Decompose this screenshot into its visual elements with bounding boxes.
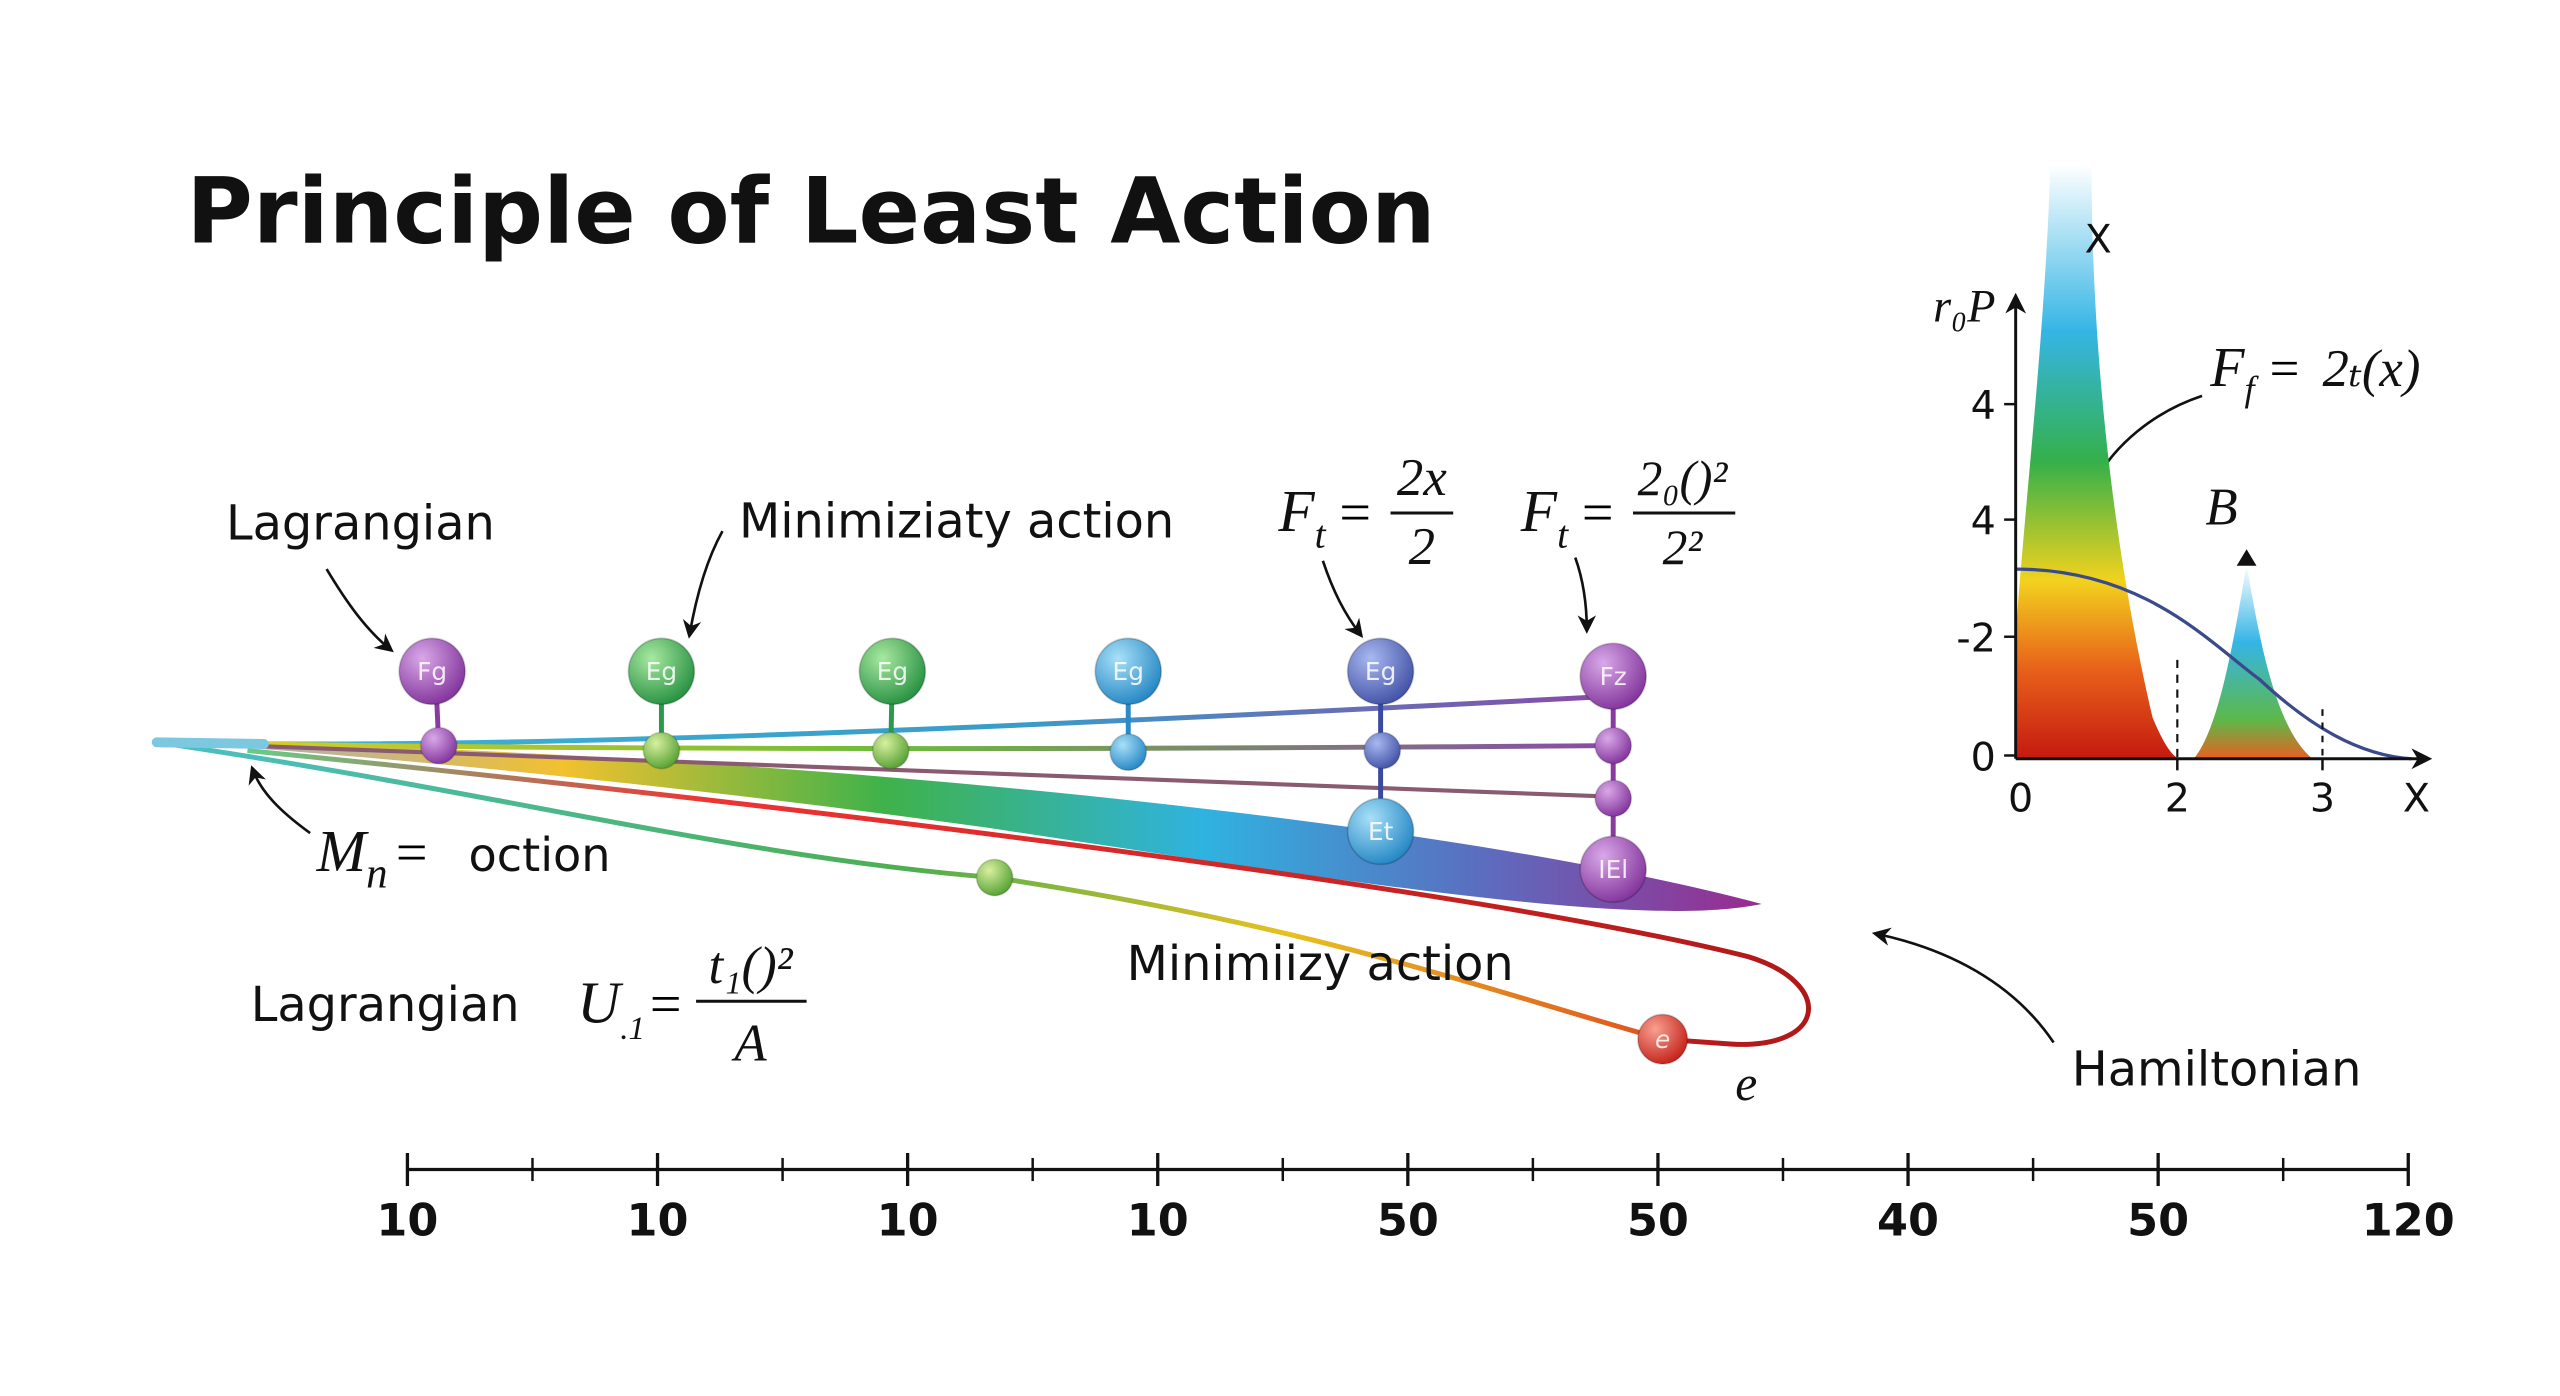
- small-node: [1363, 731, 1402, 770]
- y-tick-label: 4: [1971, 383, 1996, 429]
- formula-den: 2²: [1663, 520, 1704, 575]
- x-tick-label: X: [2403, 776, 2430, 822]
- axis-tick-label: 40: [1877, 1194, 1939, 1246]
- formula-num: t₁()²: [709, 937, 794, 995]
- x-tick-label: 3: [2310, 776, 2335, 822]
- formula-rhs: 2ₜ(x): [2322, 340, 2420, 398]
- node: [858, 637, 927, 706]
- node: [1579, 642, 1648, 711]
- y-tick-label: -2: [1956, 616, 1995, 662]
- axis: 10 10 10 10 50 50 40 50 120: [376, 1153, 2455, 1246]
- node: [1579, 835, 1648, 904]
- small-node: [975, 858, 1014, 897]
- ribbon: [164, 742, 1762, 911]
- axis-tick-label: 10: [376, 1194, 438, 1246]
- node-label: Eg: [1365, 657, 1396, 686]
- y-tick-label: 4: [1971, 498, 1996, 544]
- label: Hamiltonian: [2072, 1042, 2362, 1097]
- formula: Ft = 2x 2: [1277, 449, 1454, 576]
- label: Lagrangian: [226, 496, 495, 551]
- arrow: [248, 765, 311, 835]
- formula-eq: =: [1339, 482, 1371, 544]
- node-label: Fz: [1600, 662, 1627, 691]
- node-label: Eg: [877, 657, 908, 686]
- inset-top-label: X: [2085, 216, 2112, 262]
- formula-num: 2₀()²: [1638, 451, 1729, 506]
- small-node: [419, 726, 458, 765]
- formula-symbol: U.1: [577, 970, 645, 1047]
- formula: Mn = oction: [316, 818, 611, 897]
- formula-symbol: Ff: [2209, 337, 2259, 409]
- arrow: [682, 530, 724, 639]
- formula: U.1 = t₁()² A: [577, 937, 807, 1073]
- node: [1346, 637, 1415, 706]
- distribution-peak: [2193, 564, 2313, 759]
- arrow: [1321, 560, 1364, 639]
- formula-symbol: Ft: [1277, 478, 1326, 556]
- node-label: Eg: [646, 657, 677, 686]
- distribution-spike: [2015, 164, 2181, 759]
- node-label: Fg: [417, 657, 447, 686]
- node: [627, 637, 696, 706]
- nodes: Fg Eg Eg Eg Eg Fz Et IEl e: [398, 637, 1689, 1065]
- axis-tick-label: 10: [877, 1194, 939, 1246]
- x-tick-label: 2: [2165, 776, 2190, 822]
- label: Minimiziaty action: [739, 495, 1174, 550]
- path-start: [151, 737, 269, 749]
- small-node: [642, 731, 681, 770]
- label: Minimiizy action: [1127, 937, 1514, 992]
- path-line: [156, 740, 1614, 799]
- node: [1637, 1013, 1689, 1065]
- axis-tick-label: 10: [627, 1194, 689, 1246]
- action-paths: [151, 693, 1811, 1047]
- axis-tick-label: 120: [2362, 1194, 2455, 1246]
- inset-plot: X r₀P Ff = 2ₜ(x) B 4 4 -2 00 2 3 X: [1933, 164, 2433, 822]
- formula: Ft = 2₀()² 2²: [1520, 451, 1736, 575]
- formula-eq: =: [650, 974, 682, 1036]
- arrow: [1574, 557, 1597, 634]
- node: [1346, 797, 1415, 866]
- axis-tick-label: 10: [1127, 1194, 1189, 1246]
- arrow: [1871, 927, 2055, 1044]
- node: [398, 637, 466, 706]
- axis-tick-label: 50: [1377, 1194, 1439, 1246]
- formula-den: A: [731, 1015, 767, 1073]
- node-label: Et: [1368, 817, 1394, 846]
- axis-tick-label: 50: [2127, 1194, 2189, 1246]
- formula-eq: =: [2270, 340, 2300, 398]
- formula-eq: =: [1582, 482, 1614, 544]
- inset-formula: Ff = 2ₜ(x): [2209, 337, 2420, 409]
- formula-num: 2x: [1397, 449, 1447, 507]
- formula-eq: =: [396, 822, 428, 884]
- path-line: [247, 748, 1811, 1047]
- peak-marker: [2236, 549, 2257, 566]
- formula-den: 2: [1409, 518, 1435, 576]
- peak-label: B: [2205, 479, 2237, 537]
- node-label: e: [1655, 1025, 1670, 1054]
- node-label: Eg: [1113, 657, 1144, 686]
- small-node: [871, 731, 910, 770]
- x-tick-label: 0: [2008, 776, 2033, 822]
- small-node: [1109, 733, 1148, 772]
- node: [1094, 637, 1163, 706]
- title: Principle of Least Action: [186, 159, 1435, 264]
- formula-symbol: Ft: [1520, 478, 1569, 556]
- y-tick-label: 0: [1971, 734, 1996, 780]
- formula-symbol: Mn: [316, 818, 388, 897]
- label: Lagrangian: [251, 978, 520, 1033]
- small-node: [1594, 779, 1633, 818]
- node-label: IEl: [1598, 855, 1628, 884]
- inset-y-label: r₀P: [1933, 281, 1995, 332]
- formula-rhs: oction: [468, 828, 610, 882]
- small-node: [1594, 726, 1633, 765]
- path-line: [156, 739, 1614, 751]
- arrow: [2093, 394, 2203, 485]
- hamiltonian-curve: [2015, 567, 2412, 761]
- arrow: [325, 568, 394, 653]
- axis-tick-label: 50: [1627, 1194, 1689, 1246]
- formula-e: e: [1735, 1056, 1757, 1111]
